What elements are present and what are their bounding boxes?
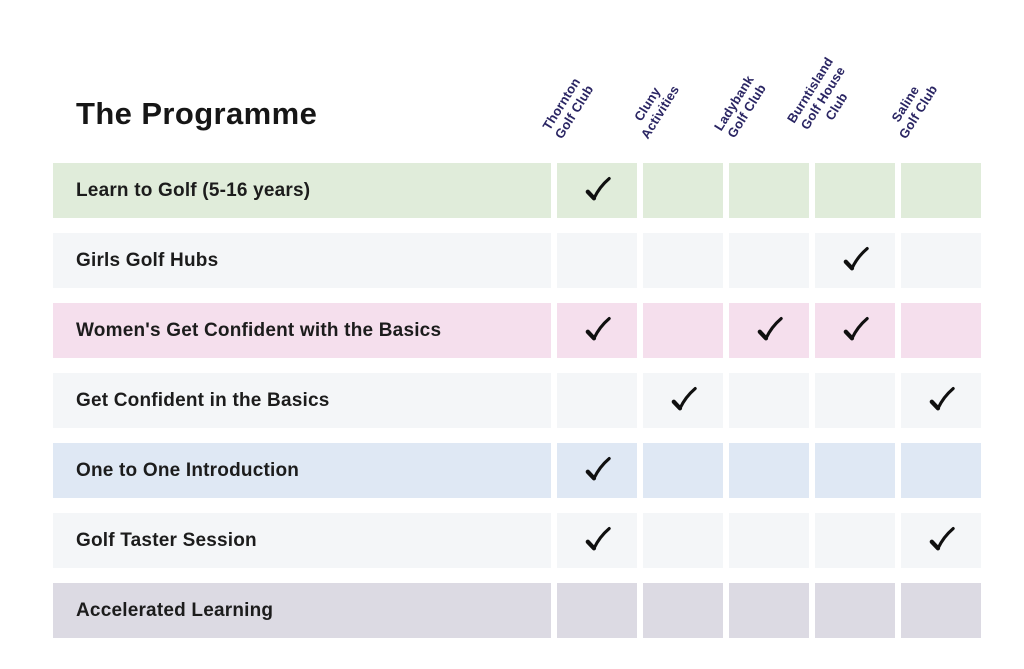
- check-icon: [585, 316, 611, 341]
- row-label: Learn to Golf (5-16 years): [53, 163, 551, 218]
- matrix-cell-thornton: [557, 583, 637, 638]
- matrix-cell-thornton: [557, 163, 637, 218]
- matrix-cell-burntisland: [815, 233, 895, 288]
- row-label: Women's Get Confident with the Basics: [53, 303, 551, 358]
- matrix-cell-ladybank: [729, 233, 809, 288]
- matrix-cell-burntisland: [815, 443, 895, 498]
- matrix-cell-thornton: [557, 233, 637, 288]
- matrix-cell-saline: [901, 233, 981, 288]
- row-label: One to One Introduction: [53, 443, 551, 498]
- matrix-cell-ladybank: [729, 163, 809, 218]
- matrix-cell-cluny: [643, 373, 723, 428]
- matrix-cell-saline: [901, 373, 981, 428]
- column-headers: Thornton Golf Club Cluny Activities Ladyba…: [0, 0, 1024, 158]
- matrix-cell-ladybank: [729, 513, 809, 568]
- matrix-cell-thornton: [557, 373, 637, 428]
- check-icon: [929, 386, 955, 411]
- matrix-cell-ladybank: [729, 373, 809, 428]
- row-label: Golf Taster Session: [53, 513, 551, 568]
- check-icon: [757, 316, 783, 341]
- check-icon: [671, 386, 697, 411]
- programme-matrix: Learn to Golf (5-16 years) Girls Golf Hub…: [53, 163, 981, 638]
- check-icon: [929, 526, 955, 551]
- matrix-cell-saline: [901, 163, 981, 218]
- row-label: Get Confident in the Basics: [53, 373, 551, 428]
- matrix-cell-ladybank: [729, 303, 809, 358]
- matrix-cell-burntisland: [815, 163, 895, 218]
- check-icon: [585, 526, 611, 551]
- matrix-cell-burntisland: [815, 583, 895, 638]
- check-icon: [843, 316, 869, 341]
- matrix-cell-cluny: [643, 303, 723, 358]
- matrix-cell-thornton: [557, 513, 637, 568]
- matrix-cell-burntisland: [815, 513, 895, 568]
- matrix-cell-saline: [901, 303, 981, 358]
- matrix-cell-ladybank: [729, 583, 809, 638]
- matrix-cell-burntisland: [815, 303, 895, 358]
- matrix-cell-ladybank: [729, 443, 809, 498]
- row-label: Accelerated Learning: [53, 583, 551, 638]
- column-header-label: Thornton Golf Club: [539, 75, 597, 142]
- column-header-saline: Saline Golf Club: [889, 0, 987, 152]
- matrix-cell-cluny: [643, 233, 723, 288]
- check-icon: [843, 246, 869, 271]
- matrix-cell-cluny: [643, 443, 723, 498]
- matrix-cell-thornton: [557, 303, 637, 358]
- matrix-cell-burntisland: [815, 373, 895, 428]
- matrix-cell-saline: [901, 443, 981, 498]
- row-label: Girls Golf Hubs: [53, 233, 551, 288]
- matrix-cell-cluny: [643, 583, 723, 638]
- matrix-cell-saline: [901, 583, 981, 638]
- matrix-cell-saline: [901, 513, 981, 568]
- matrix-cell-cluny: [643, 163, 723, 218]
- check-icon: [585, 456, 611, 481]
- matrix-cell-thornton: [557, 443, 637, 498]
- matrix-cell-cluny: [643, 513, 723, 568]
- page-title: The Programme: [76, 96, 318, 131]
- check-icon: [585, 176, 611, 201]
